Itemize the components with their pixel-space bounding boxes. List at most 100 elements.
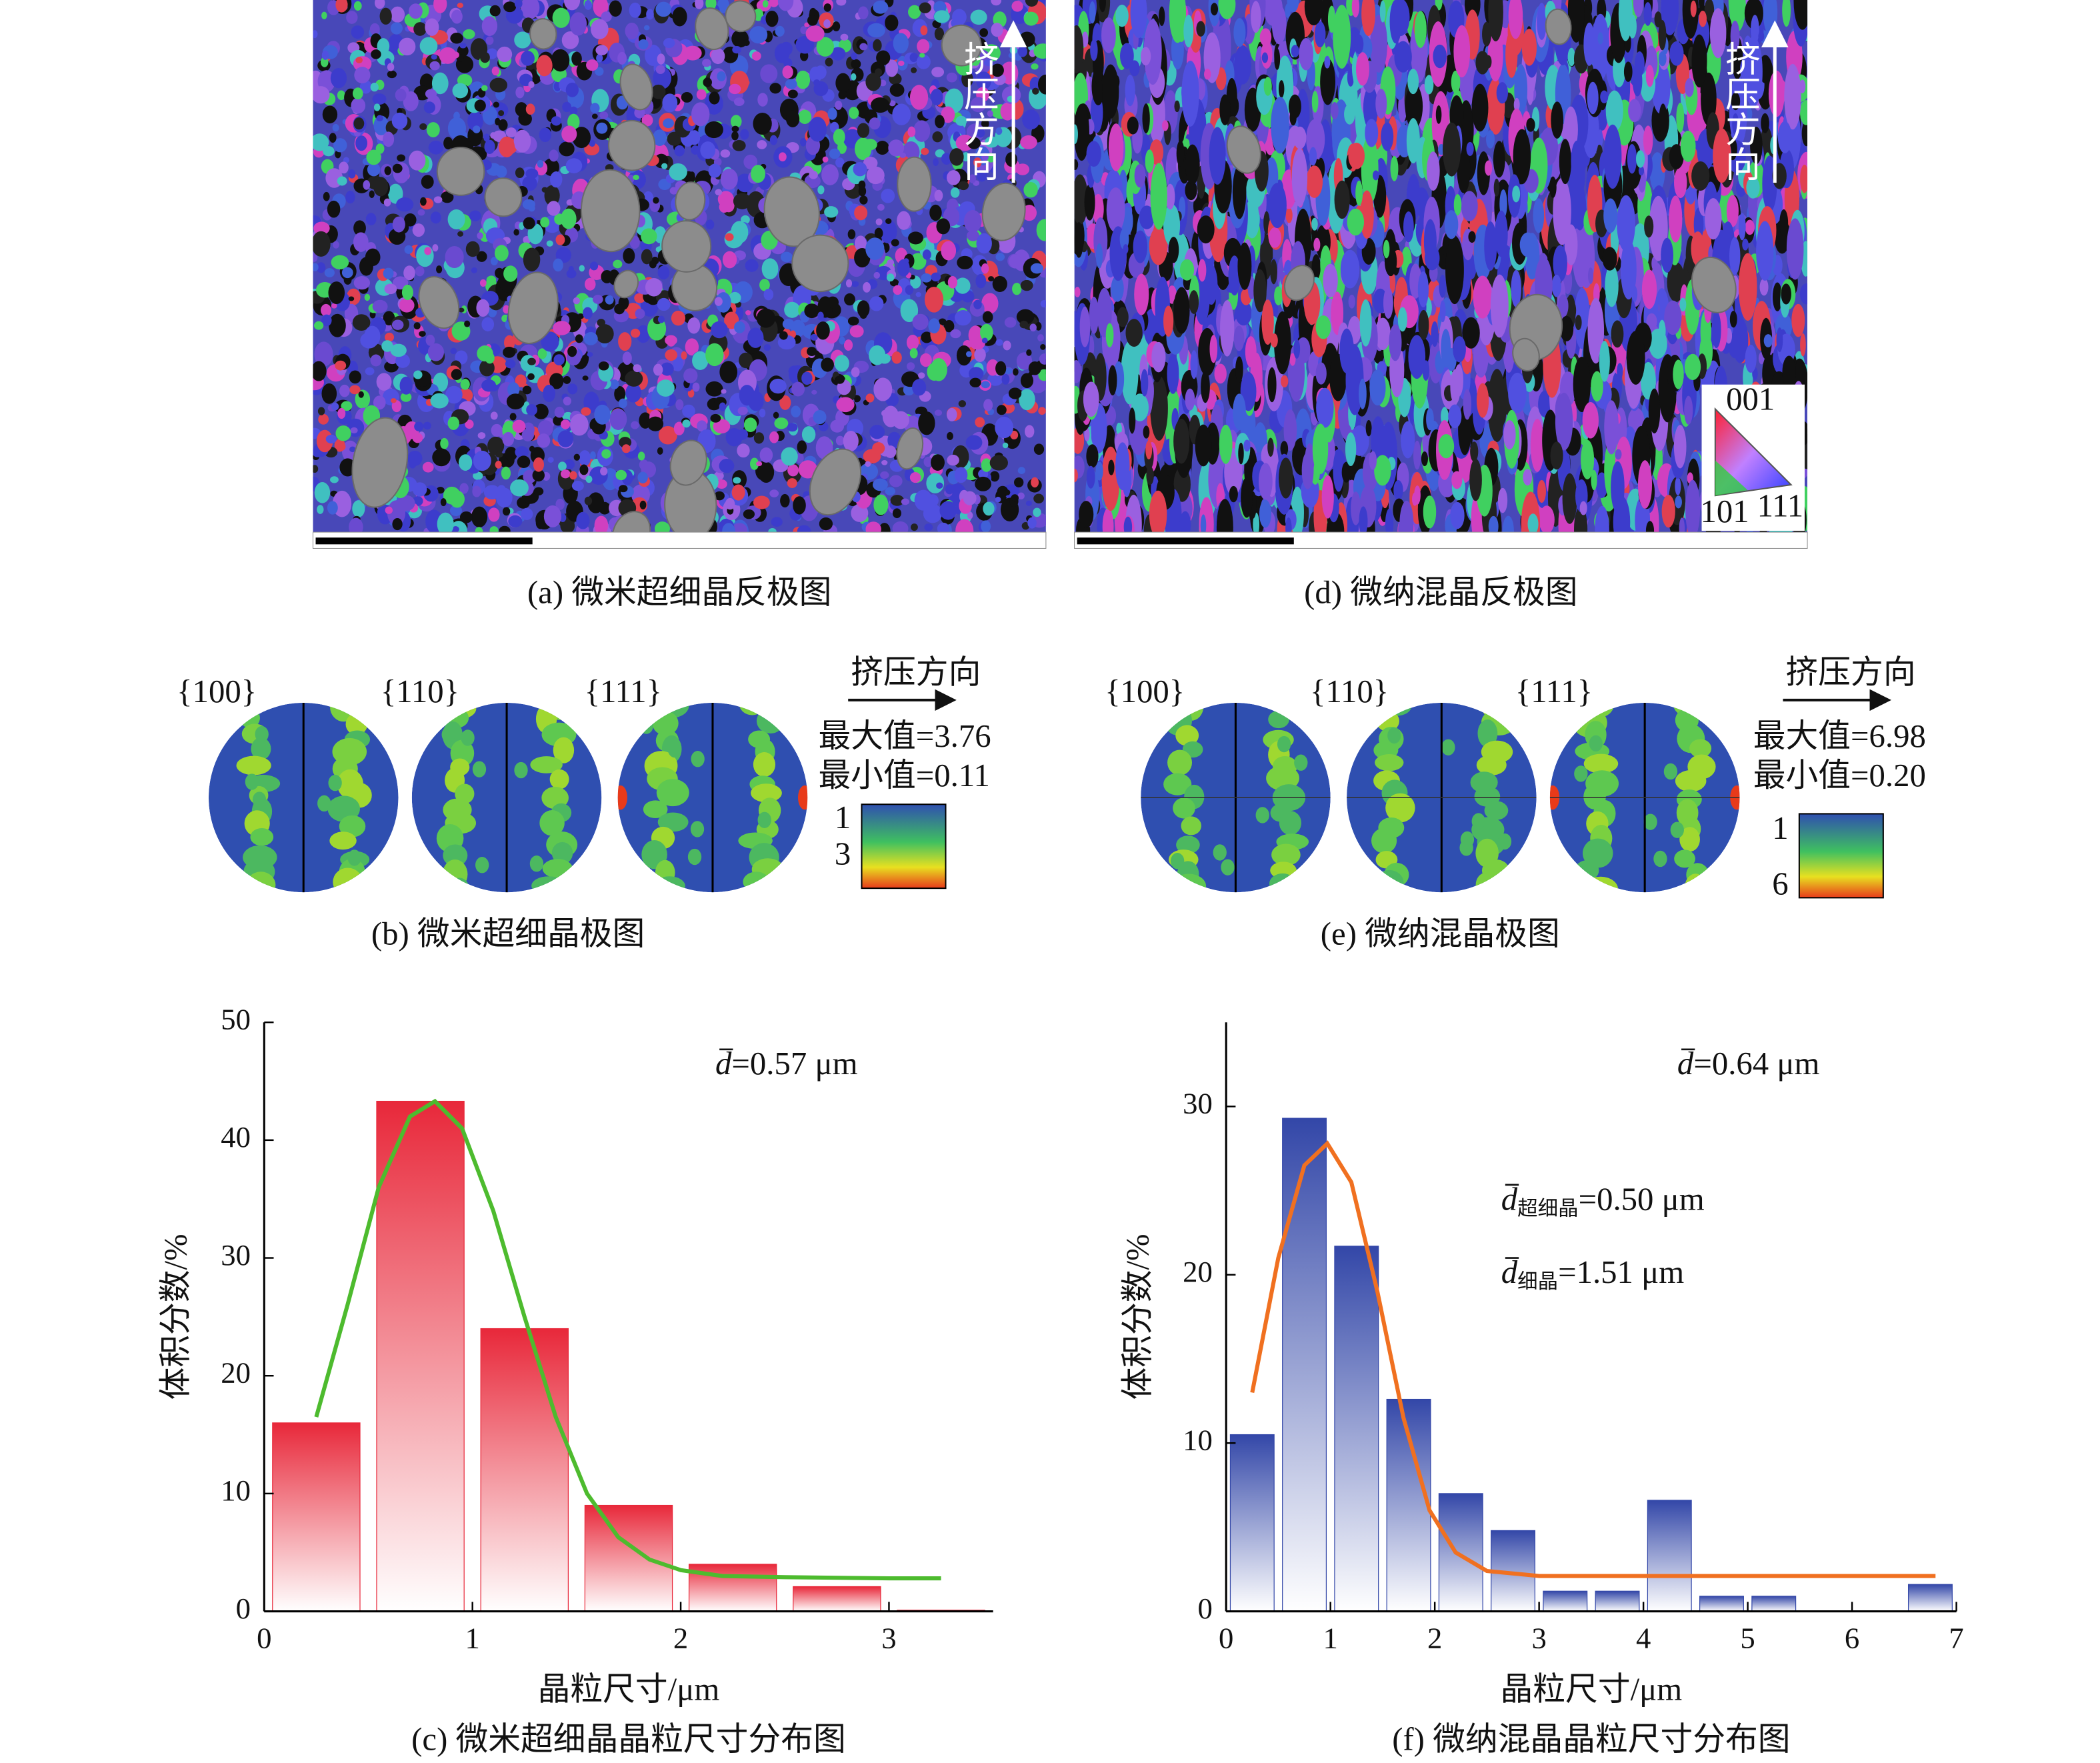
grain	[1768, 70, 1785, 117]
grain	[1023, 11, 1039, 26]
grain	[992, 275, 1007, 292]
grain	[950, 187, 960, 198]
grain	[1772, 282, 1783, 311]
grain	[1369, 369, 1386, 406]
grain	[918, 411, 935, 435]
grain	[331, 402, 339, 411]
grain	[781, 447, 798, 466]
grain	[935, 115, 945, 129]
grain	[1196, 21, 1205, 37]
grain	[995, 339, 1003, 346]
grain	[981, 119, 989, 129]
particle	[941, 24, 982, 67]
grain	[1523, 469, 1533, 486]
grain	[1022, 109, 1040, 130]
grain	[543, 385, 555, 403]
grain	[322, 105, 338, 124]
grain	[569, 413, 589, 436]
grain	[1174, 100, 1180, 113]
grain	[488, 507, 500, 522]
grain	[919, 2, 931, 13]
grain	[947, 431, 953, 441]
grain	[1591, 371, 1603, 402]
grain	[1169, 0, 1187, 43]
grain	[1745, 219, 1755, 235]
grain	[392, 216, 405, 233]
grain	[601, 270, 613, 283]
grain	[385, 332, 395, 342]
grain	[909, 347, 918, 359]
grain	[1533, 198, 1545, 233]
grain	[1029, 323, 1037, 332]
grain	[731, 523, 748, 533]
grain	[1421, 451, 1428, 467]
grain	[1488, 515, 1499, 533]
grain	[598, 361, 609, 371]
grain	[327, 200, 341, 218]
grain	[413, 22, 427, 36]
grain	[384, 283, 397, 295]
grain	[879, 219, 897, 243]
grain	[967, 511, 973, 519]
grain	[561, 31, 579, 49]
grain	[473, 471, 483, 480]
grain	[1659, 103, 1667, 135]
grain	[1423, 495, 1437, 529]
grain	[917, 39, 930, 54]
grain	[371, 49, 381, 59]
grain	[1189, 290, 1199, 314]
grain	[502, 431, 515, 447]
grain	[886, 273, 895, 282]
grain	[913, 120, 931, 142]
grain	[859, 195, 868, 205]
grain	[878, 523, 891, 533]
grain	[654, 521, 670, 533]
grain	[919, 53, 925, 58]
grain	[1143, 425, 1150, 439]
grain	[1315, 362, 1327, 385]
grain	[388, 228, 406, 245]
grain	[571, 51, 582, 66]
grain	[370, 354, 382, 367]
grain	[969, 377, 981, 387]
grain	[791, 381, 805, 397]
grain	[314, 482, 331, 503]
grain	[1141, 369, 1149, 397]
grain	[1125, 74, 1135, 107]
grain	[391, 319, 404, 330]
grain	[367, 163, 381, 177]
grain	[379, 7, 392, 25]
grain	[575, 13, 582, 19]
grain	[995, 127, 1003, 135]
grain	[527, 373, 535, 381]
grain	[561, 125, 577, 143]
grain	[947, 407, 957, 421]
grain	[390, 6, 405, 23]
grain	[799, 137, 807, 147]
grain	[532, 469, 545, 482]
grain	[722, 251, 737, 269]
grain	[858, 180, 866, 190]
particle	[896, 427, 924, 470]
grain	[1674, 167, 1687, 199]
grain	[1020, 135, 1037, 149]
grain	[583, 307, 593, 319]
grain	[1431, 321, 1439, 347]
grain	[1406, 118, 1420, 164]
grain	[1003, 340, 1011, 351]
grain	[769, 378, 787, 394]
grain	[715, 189, 723, 195]
grain	[609, 379, 619, 389]
grain	[1320, 58, 1336, 105]
grain	[930, 89, 943, 105]
grain	[618, 332, 632, 351]
grain	[503, 346, 516, 358]
grain	[816, 321, 830, 340]
grain	[1738, 213, 1746, 241]
grain	[395, 353, 411, 368]
grain	[813, 79, 821, 86]
grain	[633, 364, 641, 373]
grain	[657, 297, 671, 311]
grain	[458, 307, 465, 313]
grain	[507, 382, 520, 397]
